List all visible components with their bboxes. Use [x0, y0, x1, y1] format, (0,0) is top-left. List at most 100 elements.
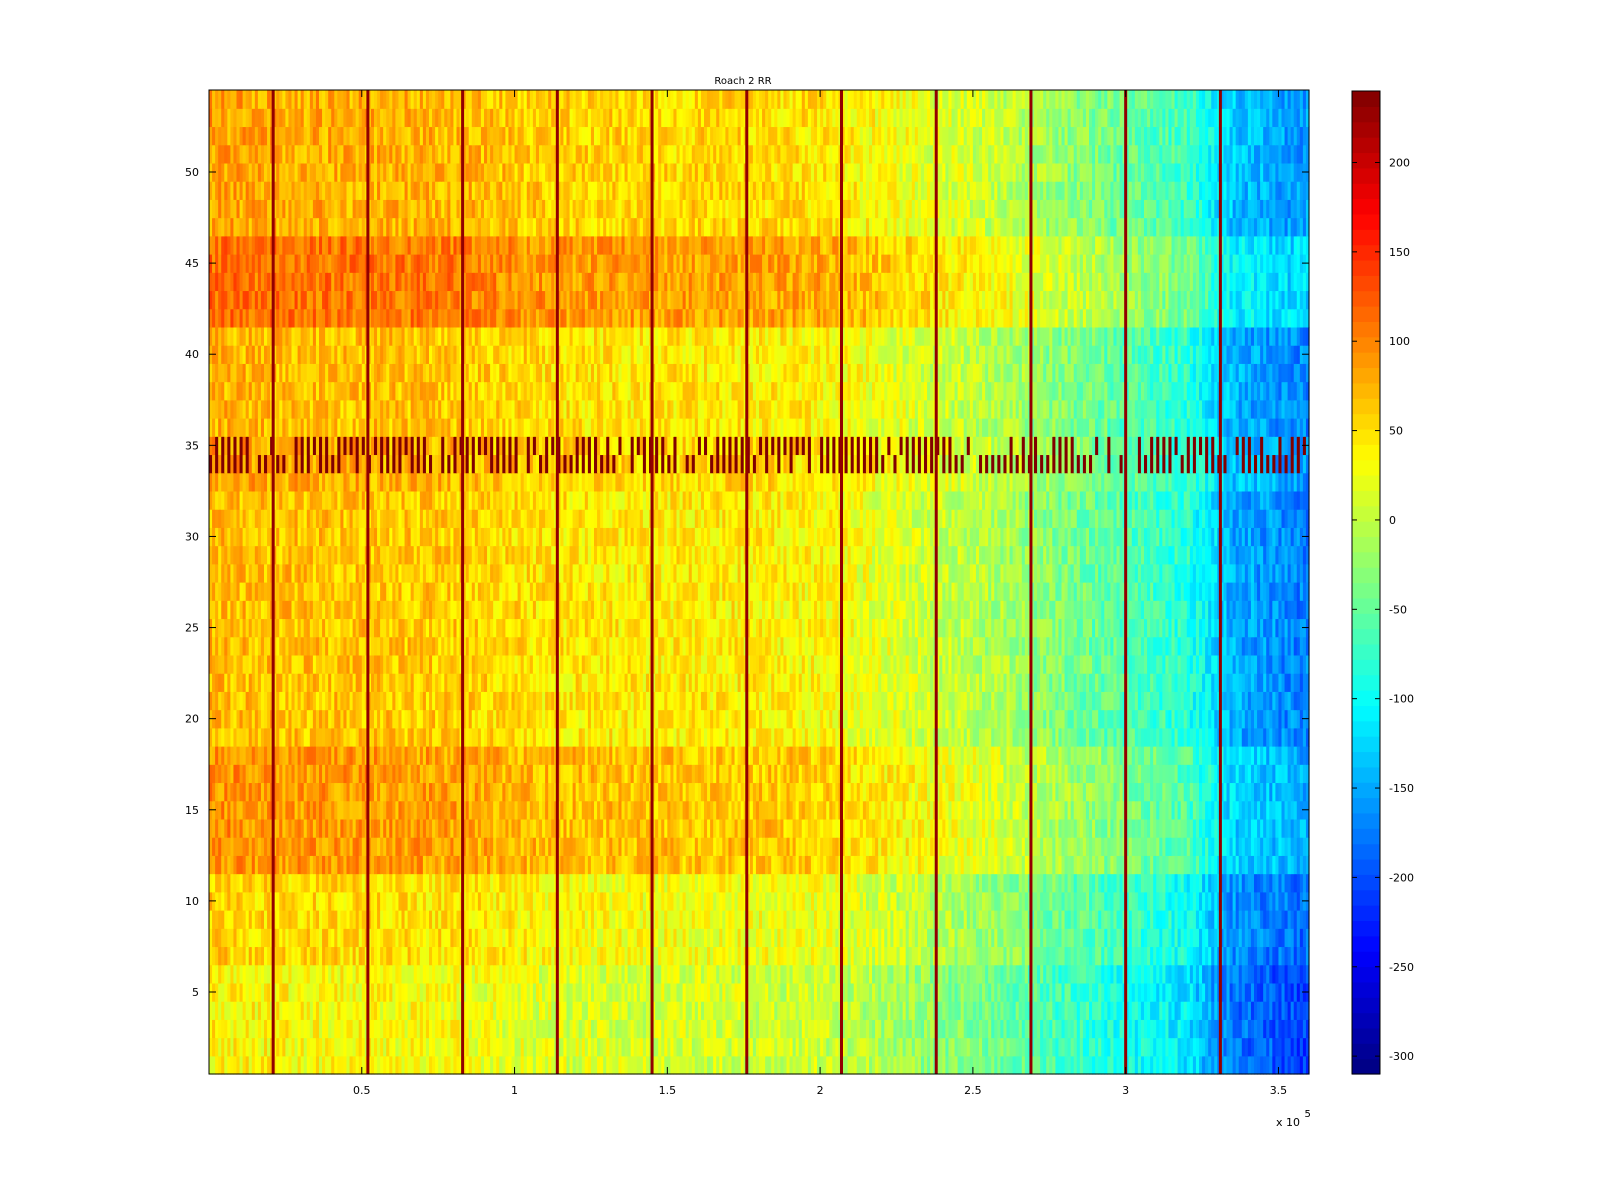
heatmap-cell — [1034, 1037, 1038, 1057]
heatmap-cell — [875, 1001, 879, 1020]
heatmap-cell — [865, 1001, 870, 1020]
heatmap-cell — [817, 1037, 821, 1057]
heatmap-cell — [419, 1001, 424, 1020]
heatmap-cell — [1000, 1001, 1005, 1020]
heatmap-cell — [315, 1019, 320, 1039]
heatmap-cell — [450, 1037, 455, 1057]
heatmap-cell — [804, 1001, 809, 1020]
heatmap-cell — [859, 1019, 864, 1039]
heatmap-cell — [450, 982, 455, 1002]
heatmap-cell — [288, 1001, 293, 1020]
heatmap-cell — [523, 982, 528, 1002]
heatmap-cell — [786, 1019, 791, 1039]
heatmap-cell — [1220, 1055, 1225, 1075]
heatmap-cell — [1131, 1037, 1136, 1057]
heatmap-cell — [1058, 1055, 1063, 1075]
heatmap-cell — [670, 1001, 675, 1020]
heatmap-cell — [734, 1019, 739, 1039]
heatmap-cell — [407, 1001, 412, 1020]
heatmap-cell — [297, 1055, 302, 1075]
heatmap-cell — [691, 982, 696, 1002]
heatmap-cell — [529, 1019, 534, 1039]
heatmap-cell — [438, 982, 442, 1002]
heatmap-cell — [749, 982, 754, 1002]
heatmap-cell — [936, 1019, 940, 1039]
heatmap-cell — [285, 1001, 290, 1020]
heatmap-cell — [1073, 1037, 1078, 1057]
heatmap-cell — [254, 1055, 259, 1075]
heatmap-cell — [257, 1019, 262, 1039]
heatmap-cell — [1281, 1055, 1286, 1075]
heatmap-cell — [991, 1019, 995, 1039]
heatmap-cell — [749, 1019, 754, 1039]
heatmap-cell — [358, 982, 363, 1002]
heatmap-cell — [535, 1019, 540, 1039]
heatmap-cell — [713, 1019, 717, 1039]
heatmap-cell — [725, 982, 730, 1002]
heatmap-cell — [227, 982, 231, 1002]
heatmap-cell — [337, 1037, 341, 1057]
heatmap-cell — [621, 982, 626, 1002]
heatmap-cell — [1116, 1001, 1121, 1020]
heatmap-cell — [780, 1037, 785, 1057]
heatmap-cell — [694, 982, 699, 1002]
heatmap-cell — [1302, 1055, 1307, 1075]
heatmap-cell — [609, 1037, 613, 1057]
heatmap-cell — [612, 1055, 616, 1075]
heatmap-cell — [1107, 1001, 1111, 1020]
heatmap-cell — [254, 1019, 259, 1039]
heatmap-cell — [1250, 1019, 1255, 1039]
heatmap-cell — [456, 1019, 461, 1039]
heatmap-cell — [789, 982, 794, 1002]
heatmap-cell — [740, 1019, 745, 1039]
heatmap-cell — [1070, 1055, 1075, 1075]
heatmap-cell — [1015, 1019, 1020, 1039]
heatmap-cell — [1125, 1001, 1130, 1020]
heatmap-cell — [1171, 1019, 1176, 1039]
heatmap-cell — [869, 1019, 873, 1039]
heatmap-cell — [303, 1019, 308, 1039]
heatmap-cell — [817, 1055, 821, 1075]
heatmap-cell — [1003, 1037, 1008, 1057]
heatmap-cell — [960, 1037, 965, 1057]
heatmap-cell — [945, 1037, 950, 1057]
heatmap-cell — [1021, 1037, 1026, 1057]
heatmap-cell — [1235, 1055, 1240, 1075]
heatmap-cell — [236, 1055, 241, 1075]
heatmap-cell — [1247, 1001, 1252, 1020]
heatmap-cell — [1147, 1019, 1151, 1039]
heatmap-cell — [1284, 1037, 1289, 1057]
heatmap-cell — [1043, 1001, 1047, 1020]
heatmap-cell — [716, 1055, 720, 1075]
heatmap-cell — [456, 982, 461, 1002]
heatmap-cell — [337, 1001, 341, 1020]
heatmap-cell — [1037, 1019, 1041, 1039]
heatmap-cell — [438, 1055, 442, 1075]
heatmap-cell — [584, 1055, 589, 1075]
heatmap-cell — [352, 982, 357, 1002]
heatmap-cell — [679, 1055, 684, 1075]
heatmap-cell — [752, 1055, 757, 1075]
heatmap-cell — [215, 1037, 219, 1057]
heatmap-cell — [704, 1037, 708, 1057]
heatmap-cell — [566, 1037, 571, 1057]
heatmap-cell — [257, 1001, 262, 1020]
heatmap-cell — [422, 1001, 427, 1020]
heatmap-cell — [1165, 1055, 1170, 1075]
heatmap-cell — [453, 1019, 458, 1039]
heatmap-cell — [416, 1019, 421, 1039]
heatmap-cell — [783, 1001, 788, 1020]
heatmap-cell — [783, 1055, 788, 1075]
heatmap-cell — [422, 1019, 427, 1039]
heatmap-cell — [792, 1055, 797, 1075]
heatmap-cell — [957, 1019, 962, 1039]
heatmap-cell — [508, 1019, 513, 1039]
heatmap-cell — [740, 1055, 745, 1075]
heatmap-cell — [655, 982, 659, 1002]
heatmap-cell — [575, 1037, 580, 1057]
heatmap-cell — [367, 1001, 372, 1020]
heatmap-cell — [694, 1037, 699, 1057]
heatmap-cell — [1107, 1055, 1111, 1075]
heatmap-cell — [1153, 1019, 1157, 1039]
heatmap-cell — [1049, 1037, 1053, 1057]
